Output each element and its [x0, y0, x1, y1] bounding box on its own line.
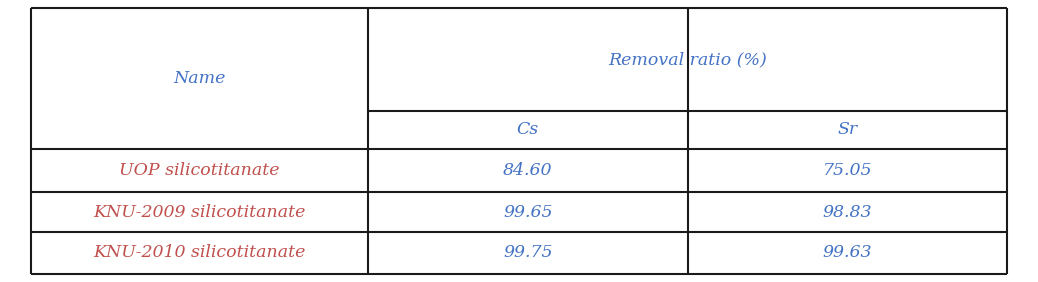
Text: KNU-2010 silicotitanate: KNU-2010 silicotitanate [93, 244, 305, 261]
Text: KNU-2009 silicotitanate: KNU-2009 silicotitanate [93, 204, 305, 221]
Text: Name: Name [173, 70, 225, 87]
Text: 75.05: 75.05 [822, 162, 872, 179]
Text: 98.83: 98.83 [822, 204, 872, 221]
Text: Sr: Sr [838, 122, 857, 138]
Text: Removal ratio (%): Removal ratio (%) [608, 51, 767, 68]
Text: 99.65: 99.65 [503, 204, 552, 221]
Text: 84.60: 84.60 [503, 162, 552, 179]
Text: UOP silicotitanate: UOP silicotitanate [119, 162, 279, 179]
Text: Cs: Cs [517, 122, 539, 138]
Text: 99.75: 99.75 [503, 244, 552, 261]
Text: 99.63: 99.63 [822, 244, 872, 261]
